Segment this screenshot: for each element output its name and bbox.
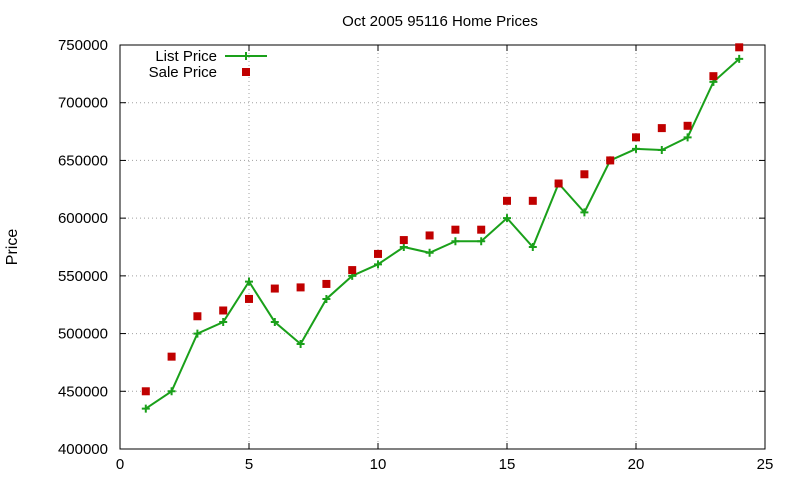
- list-price-point: [270, 318, 279, 327]
- list-price-point: [193, 329, 202, 338]
- x-tick-label: 10: [370, 456, 387, 473]
- y-tick-label: 500000: [58, 326, 108, 343]
- list-price-point: [245, 277, 253, 286]
- sale-price-point: [193, 312, 202, 321]
- y-tick-label: 700000: [58, 95, 108, 112]
- sale-price-point: [503, 196, 511, 205]
- grid: [120, 45, 765, 449]
- sale-price-point: [399, 236, 408, 245]
- sale-price-point: [580, 170, 589, 179]
- list-price-point: [141, 404, 150, 413]
- x-tick-label: 25: [757, 456, 774, 473]
- sale-price-point: [219, 306, 228, 315]
- sale-price-point: [657, 124, 666, 133]
- sale-price-point: [451, 225, 460, 234]
- list-price-line: [145, 58, 740, 410]
- sale-price-point: [141, 387, 150, 396]
- x-tick-label: 15: [499, 456, 516, 473]
- legend-swatch-sale-price: [242, 68, 250, 76]
- y-tick-label: 750000: [58, 37, 108, 54]
- legend-label-list-price: List Price: [155, 48, 217, 65]
- list-price-point: [167, 387, 176, 396]
- y-tick-label: 600000: [58, 210, 108, 227]
- sale-price-point: [554, 179, 563, 188]
- list-price-point: [219, 318, 228, 327]
- sale-price-point: [270, 284, 279, 293]
- sale-price-point: [477, 225, 486, 234]
- legend: List Price Sale Price: [149, 48, 267, 81]
- plot-frame: [119, 44, 766, 450]
- list-price-point: [399, 243, 408, 251]
- list-price-point: [528, 243, 537, 251]
- list-price-point: [296, 339, 305, 348]
- y-tick-label: 400000: [58, 441, 108, 458]
- axis-ticks: [120, 45, 765, 449]
- y-tick-label: 550000: [58, 268, 108, 285]
- sale-price-point: [296, 283, 305, 292]
- y-tick-label: 450000: [58, 383, 108, 400]
- list-price-point: [322, 294, 331, 303]
- sale-price-point: [245, 294, 253, 303]
- list-price-point: [580, 208, 589, 217]
- sale-price-point: [425, 231, 434, 240]
- list-price-point: [657, 146, 666, 155]
- list-price-point: [425, 248, 434, 257]
- list-price-point: [683, 133, 692, 142]
- sale-price-point: [374, 249, 382, 258]
- sale-price-point: [606, 156, 615, 165]
- legend-label-sale-price: Sale Price: [149, 64, 217, 81]
- list-price-point: [632, 144, 640, 153]
- tick-labels: 0 5 10 15 20 25 400000 450000 500000 550000 600000…: [58, 37, 773, 473]
- list-price-point: [735, 54, 744, 63]
- sale-price-point: [632, 133, 640, 142]
- y-axis-label: Price: [4, 229, 21, 266]
- x-tick-label: 0: [116, 456, 124, 473]
- series: [141, 43, 744, 413]
- sale-price-point: [348, 266, 357, 275]
- sale-price-point: [167, 352, 176, 361]
- chart-title: Oct 2005 95116 Home Prices: [342, 13, 538, 30]
- sale-price-point: [709, 72, 718, 81]
- list-price-point: [374, 260, 382, 269]
- x-tick-label: 5: [245, 456, 253, 473]
- y-tick-label: 650000: [58, 152, 108, 169]
- sale-price-point: [322, 279, 331, 288]
- list-price-point: [503, 214, 511, 223]
- sale-price-point: [528, 196, 537, 205]
- list-price-point: [477, 237, 486, 246]
- list-price-point: [451, 237, 460, 246]
- sale-price-point: [735, 43, 744, 52]
- legend-marker-list-price: [242, 52, 250, 60]
- x-tick-label: 20: [628, 456, 645, 473]
- sale-price-point: [683, 121, 692, 130]
